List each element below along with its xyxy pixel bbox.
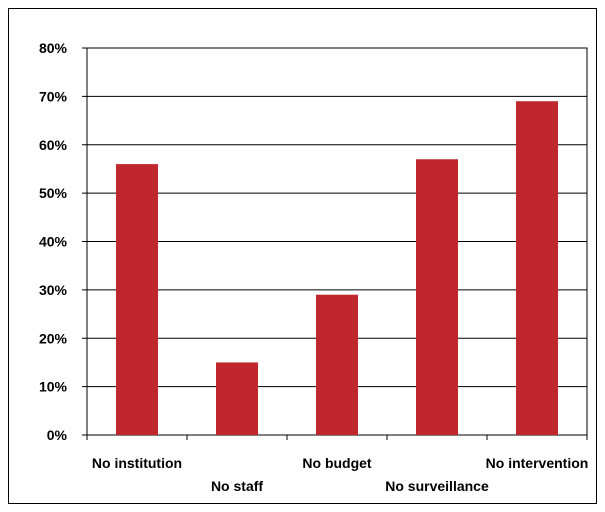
x-tick-label: No institution [92,455,182,471]
bar [516,101,558,436]
x-tick-label: No intervention [486,455,589,471]
y-tick-label: 50% [39,185,68,201]
chart-frame [8,8,597,504]
y-tick-label: 80% [39,40,68,56]
y-tick-label: 0% [47,427,68,443]
y-tick-label: 20% [39,330,68,346]
x-tick-label: No surveillance [385,478,489,494]
bar [216,362,258,435]
y-tick-label: 60% [39,137,68,153]
y-tick-label: 40% [39,234,68,250]
y-tick-label: 30% [39,282,68,298]
x-tick-label: No budget [302,455,372,471]
bar [316,294,358,435]
bar [416,159,458,435]
y-tick-label: 10% [39,379,68,395]
bar [116,164,158,435]
x-tick-label: No staff [211,478,263,494]
y-tick-label: 70% [39,88,68,104]
